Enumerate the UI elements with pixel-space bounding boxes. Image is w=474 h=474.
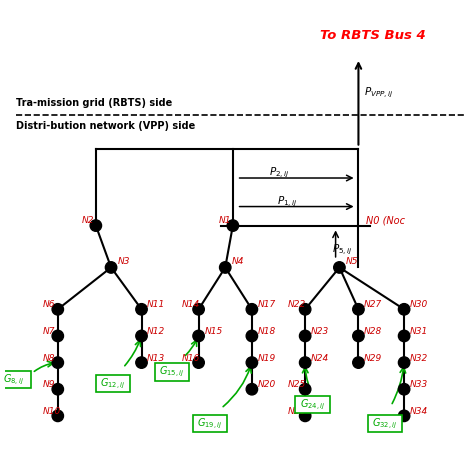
Circle shape xyxy=(246,357,257,368)
Text: $P_{2,ij}$: $P_{2,ij}$ xyxy=(269,166,290,180)
Text: N32: N32 xyxy=(410,354,428,363)
Circle shape xyxy=(227,220,238,231)
Circle shape xyxy=(353,304,364,315)
FancyBboxPatch shape xyxy=(0,371,31,389)
Circle shape xyxy=(105,262,117,273)
Circle shape xyxy=(399,330,410,342)
Text: $P_{VPP,ij}$: $P_{VPP,ij}$ xyxy=(364,86,394,100)
Text: $P_{1,ij}$: $P_{1,ij}$ xyxy=(277,194,297,209)
Text: N20: N20 xyxy=(257,380,276,389)
Circle shape xyxy=(136,304,147,315)
Text: $G_{12,ij}$: $G_{12,ij}$ xyxy=(100,376,126,391)
Circle shape xyxy=(219,262,231,273)
Circle shape xyxy=(193,330,204,342)
Circle shape xyxy=(399,304,410,315)
Text: N18: N18 xyxy=(257,327,276,336)
Circle shape xyxy=(300,383,311,395)
Text: N6: N6 xyxy=(43,301,55,310)
Text: N23: N23 xyxy=(311,327,329,336)
Circle shape xyxy=(52,330,64,342)
Text: N1: N1 xyxy=(219,216,231,225)
Text: N19: N19 xyxy=(257,354,276,363)
Text: N9: N9 xyxy=(43,380,55,389)
FancyBboxPatch shape xyxy=(193,415,228,432)
Text: N16: N16 xyxy=(182,354,200,363)
Text: N27: N27 xyxy=(364,301,383,310)
Text: To RBTS Bus 4: To RBTS Bus 4 xyxy=(320,29,426,42)
Text: N29: N29 xyxy=(364,354,383,363)
Text: Distri-bution network (VPP) side: Distri-bution network (VPP) side xyxy=(16,121,195,131)
Circle shape xyxy=(90,220,101,231)
Text: N15: N15 xyxy=(204,327,223,336)
Circle shape xyxy=(300,330,311,342)
Text: N2: N2 xyxy=(82,216,94,225)
Circle shape xyxy=(334,262,345,273)
Text: $G_{8,ij}$: $G_{8,ij}$ xyxy=(3,373,25,387)
FancyBboxPatch shape xyxy=(368,415,402,432)
Text: N22: N22 xyxy=(288,301,306,310)
FancyBboxPatch shape xyxy=(295,396,330,413)
Circle shape xyxy=(246,304,257,315)
Text: $P_{5,ij}$: $P_{5,ij}$ xyxy=(332,243,353,257)
Circle shape xyxy=(52,410,64,421)
Text: N5: N5 xyxy=(346,257,358,266)
Circle shape xyxy=(399,410,410,421)
Circle shape xyxy=(300,357,311,368)
Text: $G_{19,ij}$: $G_{19,ij}$ xyxy=(197,416,223,431)
Circle shape xyxy=(193,357,204,368)
Text: N34: N34 xyxy=(410,407,428,416)
FancyBboxPatch shape xyxy=(96,375,130,392)
Text: N11: N11 xyxy=(147,301,165,310)
Circle shape xyxy=(246,330,257,342)
Text: N0 (Noc: N0 (Noc xyxy=(366,216,405,226)
Text: $G_{24,ij}$: $G_{24,ij}$ xyxy=(300,397,326,411)
Text: $G_{15,ij}$: $G_{15,ij}$ xyxy=(159,365,185,379)
Text: N4: N4 xyxy=(232,257,244,266)
Circle shape xyxy=(353,330,364,342)
Text: N26: N26 xyxy=(288,407,306,416)
Text: N3: N3 xyxy=(118,257,130,266)
Circle shape xyxy=(52,304,64,315)
Text: N7: N7 xyxy=(43,327,55,336)
Circle shape xyxy=(353,357,364,368)
Text: N14: N14 xyxy=(182,301,200,310)
Text: N25: N25 xyxy=(288,380,306,389)
Circle shape xyxy=(52,383,64,395)
Text: N17: N17 xyxy=(257,301,276,310)
Text: Tra-mission grid (RBTS) side: Tra-mission grid (RBTS) side xyxy=(16,98,172,108)
Text: N31: N31 xyxy=(410,327,428,336)
Circle shape xyxy=(300,304,311,315)
Text: N10: N10 xyxy=(43,407,61,416)
Circle shape xyxy=(300,410,311,421)
Text: N12: N12 xyxy=(147,327,165,336)
Circle shape xyxy=(246,383,257,395)
Circle shape xyxy=(399,357,410,368)
Circle shape xyxy=(136,357,147,368)
Text: N24: N24 xyxy=(311,354,329,363)
Text: N8: N8 xyxy=(43,354,55,363)
Text: N30: N30 xyxy=(410,301,428,310)
Text: N13: N13 xyxy=(147,354,165,363)
Circle shape xyxy=(399,383,410,395)
Circle shape xyxy=(193,304,204,315)
Circle shape xyxy=(136,330,147,342)
Text: N28: N28 xyxy=(364,327,383,336)
Text: $G_{32,ij}$: $G_{32,ij}$ xyxy=(372,416,398,431)
FancyBboxPatch shape xyxy=(155,364,189,381)
Circle shape xyxy=(52,357,64,368)
Text: N33: N33 xyxy=(410,380,428,389)
